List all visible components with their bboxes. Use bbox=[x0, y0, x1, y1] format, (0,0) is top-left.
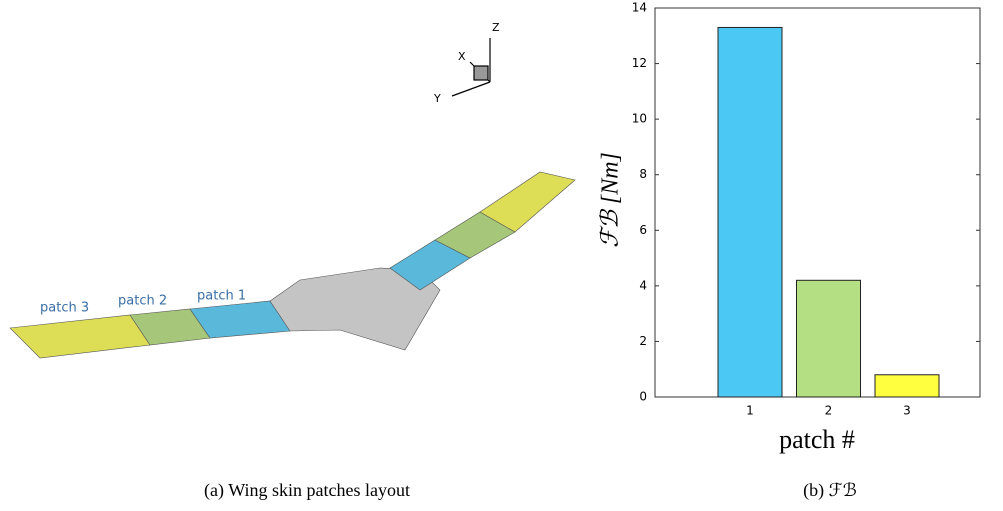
y-tick-label: 0 bbox=[639, 390, 647, 404]
figure: Z X Y patch 3 patch 2 patch 1 (a) Wing s… bbox=[0, 0, 1003, 511]
patch-label: patch 1 bbox=[197, 289, 246, 304]
x-tick-label: 1 bbox=[746, 404, 754, 418]
y-tick-label: 6 bbox=[639, 223, 647, 237]
bar bbox=[875, 375, 939, 397]
y-tick-label: 10 bbox=[632, 112, 647, 126]
axis-x-label: X bbox=[458, 50, 466, 63]
axis-triad bbox=[452, 38, 490, 96]
y-tick-label: 8 bbox=[639, 167, 647, 181]
x-tick-label: 3 bbox=[903, 404, 911, 418]
caption: (b) ℱℬ bbox=[803, 480, 857, 501]
y-axis-label: ℱℬ [Nm] bbox=[598, 152, 624, 248]
bar bbox=[797, 280, 861, 397]
x-tick-label: 2 bbox=[825, 404, 833, 418]
axis-y-label: Y bbox=[433, 92, 441, 105]
x-axis-label: patch # bbox=[779, 425, 855, 454]
y-tick-label: 14 bbox=[632, 1, 647, 15]
patch-label: patch 3 bbox=[40, 301, 89, 316]
y-tick-label: 12 bbox=[632, 56, 647, 70]
axis-z-label: Z bbox=[492, 21, 500, 34]
y-tick-label: 2 bbox=[639, 334, 647, 348]
bar bbox=[718, 27, 782, 397]
y-tick-label: 4 bbox=[639, 278, 647, 292]
caption: (a) Wing skin patches layout bbox=[204, 480, 410, 501]
patch-label: patch 2 bbox=[118, 294, 167, 309]
wing-drawing bbox=[10, 172, 575, 358]
